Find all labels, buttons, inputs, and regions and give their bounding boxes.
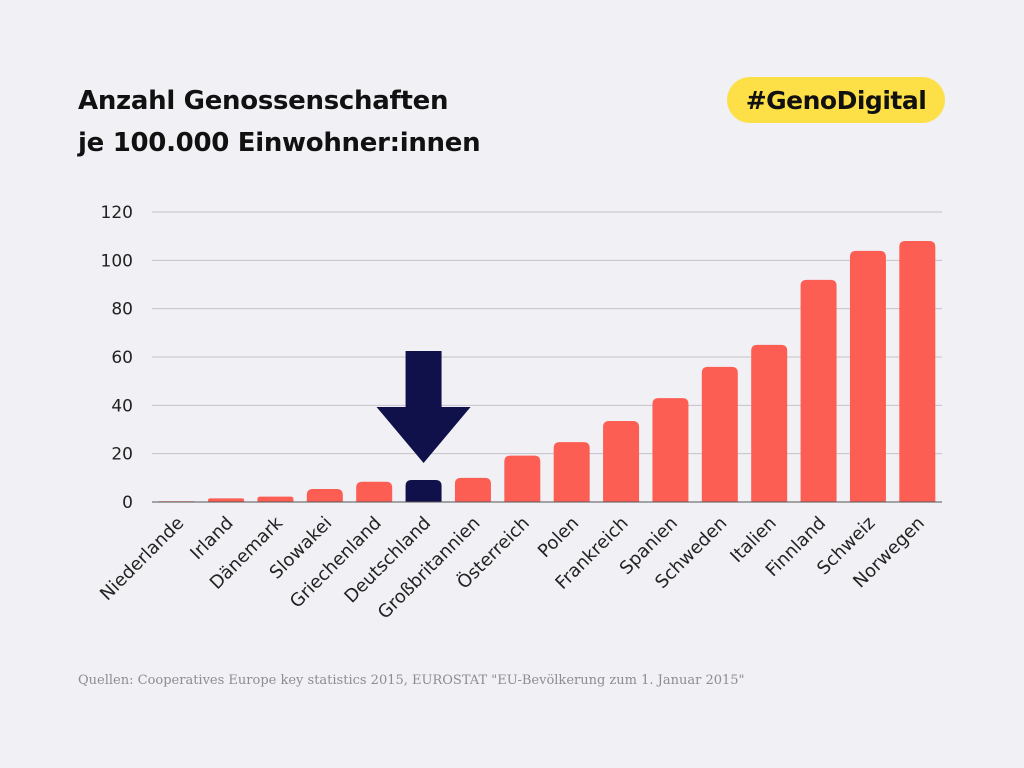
title-line-1: Anzahl Genossenschaften [78, 86, 449, 116]
title-line-2: je 100.000 Einwohner:innen [78, 128, 481, 158]
bar-dänemark [257, 496, 294, 502]
bar-deutschland [405, 480, 442, 502]
bar-slowakei [306, 488, 343, 502]
y-tick-label: 120 [101, 203, 133, 223]
y-tick-label: 0 [122, 493, 133, 513]
down-arrow-icon [376, 351, 471, 463]
bar-norwegen [899, 241, 936, 502]
bar-schweiz [849, 250, 886, 502]
x-tick-label: Niederlande [96, 513, 188, 605]
bar-frankreich [603, 421, 640, 502]
hashtag-badge: #GenoDigital [727, 77, 945, 123]
y-tick-label: 100 [101, 251, 133, 271]
y-tick-label: 80 [111, 300, 133, 320]
bar-irland [208, 498, 245, 502]
bar-italien [751, 344, 788, 502]
chart-title: Anzahl Genossenschaften je 100.000 Einwo… [78, 80, 481, 164]
bar-griechenland [356, 481, 393, 502]
bar-spanien [652, 398, 689, 502]
y-tick-label: 20 [111, 445, 133, 465]
bar-finnland [800, 279, 837, 502]
bar-großbritannien [454, 477, 491, 502]
bar-schweden [701, 366, 738, 502]
y-tick-label: 60 [111, 348, 133, 368]
y-tick-label: 40 [111, 396, 133, 416]
bar-polen [553, 442, 590, 502]
source-note: Quellen: Cooperatives Europe key statist… [78, 673, 745, 688]
bar-österreich [504, 455, 541, 502]
